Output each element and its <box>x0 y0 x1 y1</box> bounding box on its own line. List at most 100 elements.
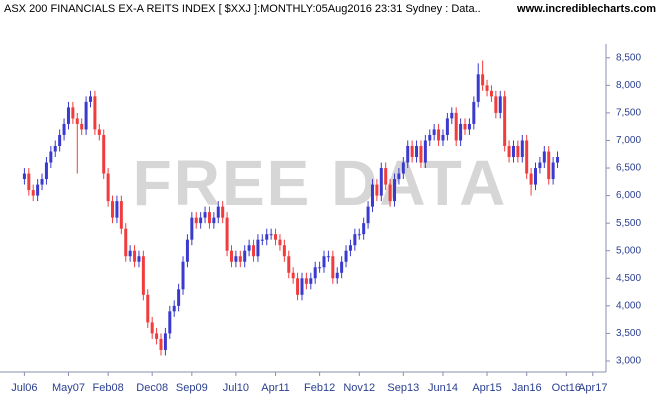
candle-body <box>489 90 493 97</box>
candle <box>366 201 370 229</box>
candle-body <box>207 212 211 224</box>
candle <box>516 140 520 163</box>
candle <box>291 267 295 284</box>
candle <box>326 250 330 262</box>
candle <box>216 201 220 224</box>
candle <box>243 245 247 268</box>
candle-body <box>150 322 154 334</box>
candle-body <box>304 278 308 284</box>
x-tick-label: Apr11 <box>261 382 290 394</box>
candle-body <box>445 118 449 135</box>
candle <box>181 256 185 295</box>
candle <box>344 245 348 268</box>
candle <box>441 129 445 146</box>
y-tick-label: 4,000 <box>616 300 641 311</box>
candle-body <box>353 234 357 246</box>
candle-body <box>97 129 101 135</box>
candle <box>401 157 405 180</box>
candle <box>168 305 172 339</box>
candle <box>450 107 454 124</box>
candle-body <box>93 96 97 130</box>
candle <box>485 79 489 97</box>
candle <box>252 239 256 262</box>
candle <box>207 206 211 229</box>
candle <box>234 250 238 268</box>
candle-body <box>454 112 458 141</box>
candle <box>410 140 414 163</box>
candle-body <box>256 239 260 257</box>
candle <box>40 173 44 191</box>
candle <box>467 118 471 135</box>
candle-body <box>88 96 92 102</box>
candle <box>529 168 533 196</box>
x-tick-label: May07 <box>52 382 85 394</box>
candle <box>397 168 401 185</box>
candle-body <box>551 162 555 180</box>
candle <box>163 327 167 356</box>
candle-body <box>472 101 476 124</box>
candle <box>489 85 493 102</box>
candle-body <box>406 145 410 163</box>
candle <box>115 195 119 224</box>
y-tick-label: 3,500 <box>616 328 641 339</box>
candle-body <box>507 145 511 158</box>
candle-body <box>31 190 35 196</box>
candle <box>75 112 79 174</box>
candle-body <box>269 234 273 236</box>
candle <box>190 212 194 246</box>
candle-body <box>124 228 128 257</box>
candle-body <box>498 96 502 113</box>
candle <box>137 250 141 268</box>
candle-body <box>102 134 106 174</box>
candle <box>194 212 198 229</box>
candle-body <box>234 256 238 262</box>
x-tick-label: Jan16 <box>512 382 542 394</box>
candle-body <box>344 250 348 262</box>
candle <box>520 134 524 163</box>
candle-body <box>163 333 167 350</box>
candle-body <box>538 162 542 169</box>
candle-body <box>119 201 123 229</box>
candle <box>260 234 264 246</box>
candle-body <box>397 173 401 180</box>
candle <box>556 151 560 169</box>
candle <box>503 90 507 152</box>
candle <box>71 101 75 124</box>
x-tick-label: Feb08 <box>93 382 124 394</box>
candle-body <box>419 145 423 163</box>
x-tick-label: Apr15 <box>472 382 501 394</box>
candle <box>31 184 35 202</box>
candle <box>49 145 53 169</box>
candle-body <box>238 256 242 262</box>
candle-body <box>247 245 251 251</box>
candle-body <box>62 123 66 135</box>
candle-body <box>260 239 264 241</box>
candle-body <box>53 145 57 152</box>
candle <box>36 179 40 202</box>
candle <box>393 173 397 207</box>
candle <box>256 234 260 262</box>
y-tick-label: 4,500 <box>616 273 641 284</box>
y-tick-label: 6,000 <box>616 190 641 201</box>
candle <box>93 90 97 135</box>
candle <box>238 250 242 268</box>
candle-body <box>146 294 150 323</box>
x-tick-label: Jul06 <box>11 382 37 394</box>
candle-body <box>366 206 370 224</box>
candle-body <box>190 217 194 240</box>
candle-body <box>401 162 405 174</box>
candle <box>133 245 137 268</box>
candle-body <box>155 333 159 339</box>
candle <box>384 162 388 191</box>
candle-body <box>388 184 392 202</box>
candle-body <box>520 140 524 158</box>
candle <box>309 272 313 290</box>
x-tick-label: Dec08 <box>136 382 168 394</box>
y-tick-label: 8,000 <box>616 80 641 91</box>
candle <box>415 140 419 163</box>
candle-body <box>216 206 220 218</box>
candle-body <box>58 134 62 146</box>
candle-body <box>141 256 145 295</box>
candle <box>111 195 115 224</box>
